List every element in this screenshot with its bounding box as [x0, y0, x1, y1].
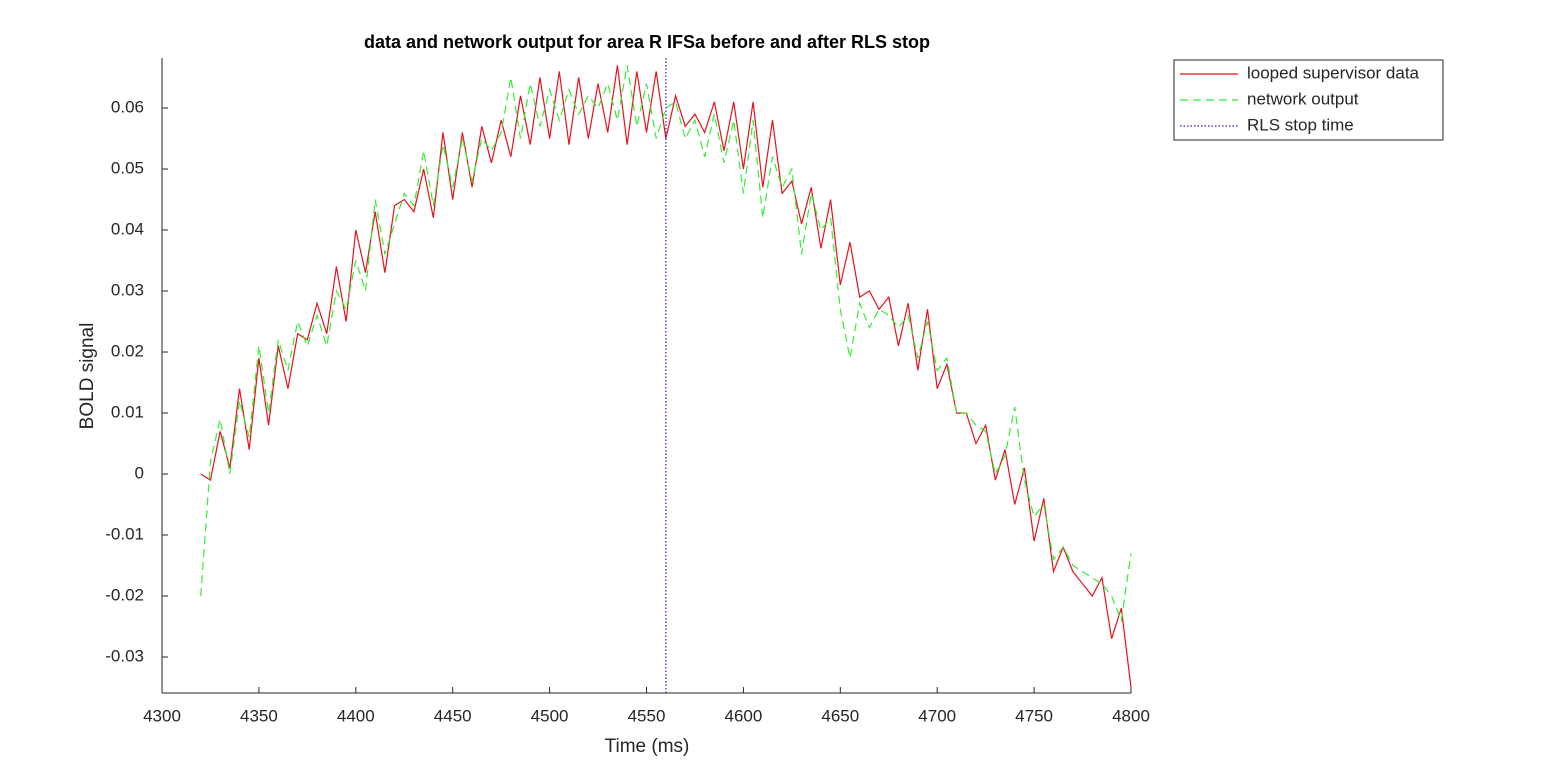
x-tick-label: 4500 [531, 706, 569, 725]
y-tick-label: -0.02 [105, 585, 144, 604]
x-tick-label: 4750 [1015, 706, 1053, 725]
series-line [200, 65, 1132, 623]
y-axis-label: BOLD signal [77, 323, 98, 430]
chart-title: data and network output for area R IFSa … [364, 32, 930, 52]
legend-label: looped supervisor data [1247, 63, 1420, 82]
x-tick-label: 4400 [337, 706, 375, 725]
x-tick-label: 4650 [821, 706, 859, 725]
y-tick-label: -0.03 [105, 646, 144, 665]
x-tick-label: 4450 [434, 706, 472, 725]
y-tick-label: 0.04 [111, 220, 144, 239]
x-tick-label: 4550 [628, 706, 666, 725]
legend-label: network output [1247, 89, 1359, 108]
y-tick-label: 0.01 [111, 402, 144, 421]
x-tick-label: 4300 [143, 706, 181, 725]
legend-label: RLS stop time [1247, 115, 1354, 134]
x-tick-label: 4350 [240, 706, 278, 725]
x-tick-label: 4800 [1112, 706, 1150, 725]
y-tick-label: -0.01 [105, 524, 144, 543]
y-tick-label: 0.02 [111, 341, 144, 360]
y-tick-label: 0.03 [111, 281, 144, 300]
y-tick-label: 0.05 [111, 159, 144, 178]
x-tick-label: 4700 [918, 706, 956, 725]
legend [1173, 59, 1444, 141]
y-tick-label: 0.06 [111, 98, 144, 117]
y-tick-label: 0 [135, 463, 144, 482]
x-tick-label: 4600 [724, 706, 762, 725]
x-axis-label: Time (ms) [605, 736, 690, 757]
